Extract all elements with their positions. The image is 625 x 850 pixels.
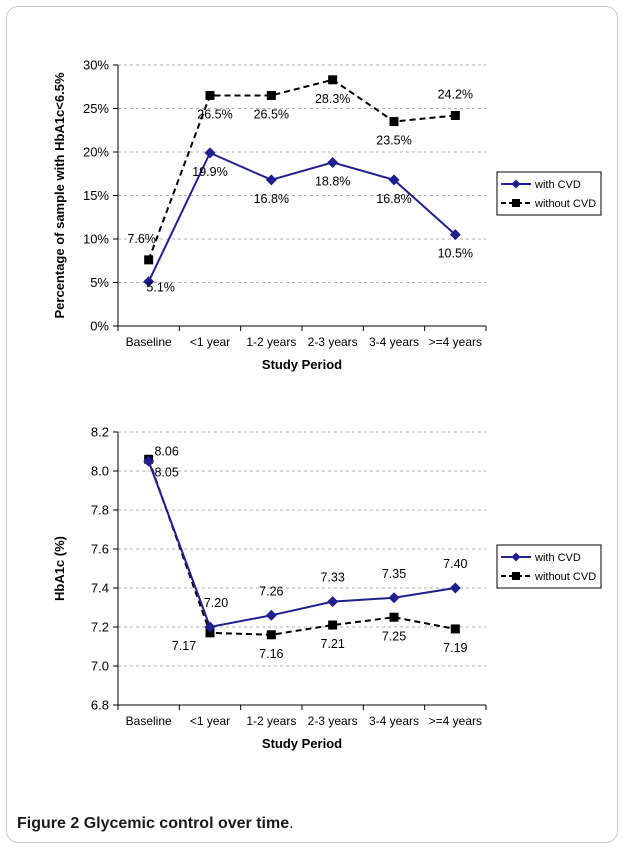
caption-label: Figure 2 [17, 815, 80, 832]
chart1-data-label-without-cvd: 23.5% [376, 134, 411, 148]
chart2-data-label-with-cvd: 7.35 [382, 567, 406, 581]
chart1-data-label-with-cvd: 19.9% [192, 165, 227, 179]
chart2-y-tick-label: 8.2 [91, 425, 109, 440]
chart1-point-without-cvd [450, 110, 460, 120]
chart2-point-without-cvd [450, 624, 460, 634]
chart2-x-tick-label: Baseline [126, 714, 172, 728]
chart1-series-line-with-cvd [147, 151, 456, 283]
chart1-y-axis-title: Percentage of sample with HbA1c<6.5% [52, 72, 67, 318]
chart2-point-with-cvd [143, 455, 155, 467]
chart1-x-tick-label: 2-3 years [308, 335, 358, 349]
caption-text: Glycemic control over time [83, 815, 290, 832]
chart1-y-tick-label: 25% [83, 101, 109, 116]
figure-panel [6, 6, 618, 843]
chart2-x-tick-label: <1 year [190, 714, 230, 728]
chart1-data-label-with-cvd: 16.8% [376, 192, 411, 206]
chart1-point-without-cvd [389, 117, 399, 127]
chart2-data-label-without-cvd: 7.17 [172, 639, 196, 653]
chart1-point-with-cvd [327, 156, 339, 168]
chart1-x-axis-title: Study Period [262, 357, 342, 372]
chart1-legend-box [496, 171, 602, 216]
chart2-data-label-without-cvd: 7.21 [320, 637, 344, 651]
chart1-data-label-with-cvd: 16.8% [254, 192, 289, 206]
chart1-x-tick-label: Baseline [126, 335, 172, 349]
chart2-y-tick-label: 7.8 [91, 503, 109, 518]
chart1-point-without-cvd [144, 255, 154, 265]
chart1-y-tick-label: 20% [83, 145, 109, 160]
chart1-y-tick-label: 15% [83, 188, 109, 203]
chart1-point-without-cvd [205, 90, 215, 100]
chart1-y-tick-label: 5% [90, 275, 109, 290]
chart2-point-without-cvd [205, 628, 215, 638]
figure-caption: Figure 2 Glycemic control over time. [17, 815, 294, 833]
chart2-legend-marker-with-cvd [511, 552, 521, 562]
chart2-point-with-cvd [388, 592, 400, 604]
chart1-x-tick-label: >=4 years [429, 335, 482, 349]
caption-period: . [289, 815, 294, 832]
chart2-y-tick-label: 7.4 [91, 581, 109, 596]
chart1-legend-label-without-cvd: without CVD [534, 198, 596, 210]
chart1-y-tick-label: 30% [83, 58, 109, 73]
chart1-legend-marker-without-cvd [512, 199, 520, 207]
chart1-point-with-cvd [449, 229, 461, 241]
chart2-legend-marker-without-cvd [512, 572, 520, 580]
chart1-x-tick-label: 3-4 years [369, 335, 419, 349]
chart2-data-label-with-cvd: 7.20 [204, 596, 228, 610]
chart1-data-label-with-cvd: 18.8% [315, 174, 350, 188]
chart1-point-with-cvd [143, 276, 155, 288]
chart1-point-with-cvd [388, 174, 400, 186]
chart1-data-label-with-cvd: 10.5% [438, 247, 473, 261]
chart2-point-without-cvd [389, 612, 399, 622]
chart2-y-tick-label: 6.8 [91, 698, 109, 713]
chart2-data-label-without-cvd: 7.19 [443, 641, 467, 655]
chart2-y-tick-label: 7.0 [91, 659, 109, 674]
chart1-data-label-with-cvd: 5.1% [146, 281, 175, 295]
chart1-x-tick-label: <1 year [190, 335, 230, 349]
chart2-data-label-with-cvd: 8.05 [154, 465, 178, 479]
chart1-data-label-without-cvd: 26.5% [197, 107, 232, 121]
chart2-data-label-without-cvd: 7.25 [382, 629, 406, 643]
chart2-data-label-without-cvd: 8.06 [154, 444, 178, 458]
chart2-legend-box [496, 544, 602, 589]
chart1-y-tick-label: 10% [83, 232, 109, 247]
chart2-x-tick-label: >=4 years [429, 714, 482, 728]
chart2-data-label-without-cvd: 7.16 [259, 647, 283, 661]
chart2-x-axis-title: Study Period [262, 736, 342, 751]
chart1-data-label-without-cvd: 26.5% [254, 107, 289, 121]
chart2-y-axis-title: HbA1c (%) [52, 536, 67, 601]
chart2-legend-label-with-cvd: with CVD [534, 552, 581, 564]
chart2-point-with-cvd [204, 621, 216, 633]
chart2-data-label-with-cvd: 7.40 [443, 557, 467, 571]
chart2-x-tick-label: 3-4 years [369, 714, 419, 728]
chart1-legend-marker-with-cvd [511, 179, 521, 189]
chart1-y-tick-label: 0% [90, 319, 109, 334]
chart2-legend-label-without-cvd: without CVD [534, 571, 596, 583]
chart1-data-label-without-cvd: 28.3% [315, 92, 350, 106]
chart1-legend-label-with-cvd: with CVD [534, 179, 581, 191]
chart2-point-without-cvd [328, 620, 338, 630]
chart2-x-tick-label: 2-3 years [308, 714, 358, 728]
chart2-point-with-cvd [265, 609, 277, 621]
chart1-data-label-without-cvd: 24.2% [438, 87, 473, 101]
chart2-point-with-cvd [327, 596, 339, 608]
chart2-x-tick-label: 1-2 years [246, 714, 296, 728]
chart2-y-tick-label: 7.6 [91, 542, 109, 557]
chart1-point-with-cvd [265, 174, 277, 186]
chart2-point-without-cvd [266, 630, 276, 640]
chart1-data-label-without-cvd: 7.6% [127, 232, 156, 246]
chart1-point-without-cvd [328, 75, 338, 85]
chart1-x-tick-label: 1-2 years [246, 335, 296, 349]
chart1-series-line-without-cvd [147, 78, 456, 261]
chart1-point-with-cvd [204, 147, 216, 159]
chart1-point-without-cvd [266, 90, 276, 100]
chart2-data-label-with-cvd: 7.33 [320, 571, 344, 585]
chart2-series-line-with-cvd [147, 460, 456, 629]
chart2-data-label-with-cvd: 7.26 [259, 584, 283, 598]
chart2-y-tick-label: 8.0 [91, 464, 109, 479]
chart2-point-with-cvd [449, 582, 461, 594]
chart2-y-tick-label: 7.2 [91, 620, 109, 635]
chart2-series-line-without-cvd [147, 458, 456, 636]
